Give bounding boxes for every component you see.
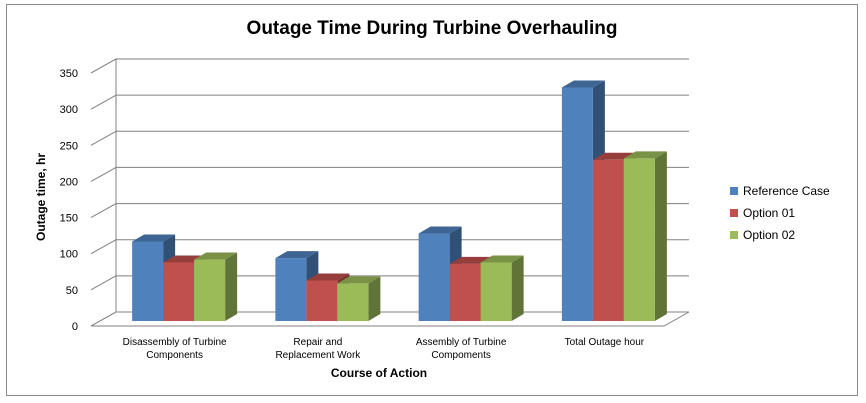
- bar-top: [194, 252, 238, 260]
- y-tick-label: 0: [72, 321, 78, 333]
- legend-label: Reference Case: [743, 184, 830, 198]
- bar-front: [592, 159, 624, 321]
- bar-top: [306, 273, 350, 281]
- y-tick-label: 250: [60, 140, 78, 152]
- bar-top: [418, 226, 462, 234]
- bar: [337, 276, 381, 321]
- bar-front: [337, 283, 369, 321]
- bar: [132, 234, 176, 321]
- y-tick-label: 200: [60, 176, 78, 188]
- legend-swatch: [730, 187, 738, 195]
- labels-layer: 0 50 100 150 200 250 300 350 Disassembly of Turb…: [60, 68, 645, 361]
- bar-top: [480, 255, 524, 263]
- bar-side: [654, 151, 667, 321]
- bar: [194, 252, 238, 321]
- floor-edge: [91, 311, 690, 327]
- gridline-diagonal: [90, 275, 117, 291]
- bar-front: [163, 262, 195, 321]
- legend-swatch: [730, 209, 738, 217]
- x-tick-label: Repair and: [293, 337, 342, 348]
- bar-side: [225, 252, 238, 321]
- y-tick-label: 350: [60, 68, 78, 80]
- bar-side: [511, 255, 524, 321]
- bar-top: [561, 80, 605, 88]
- bar-front: [418, 233, 450, 321]
- bar-top: [623, 151, 667, 159]
- chart-title: Outage Time During Turbine Overhauling: [247, 18, 618, 39]
- x-tick-label: Components: [146, 350, 203, 361]
- chart-frame: [6, 4, 858, 396]
- legend: Reference Case Option 01 Option 02: [730, 184, 830, 242]
- legend-label: Option 02: [743, 228, 795, 242]
- side-wall: [90, 58, 117, 327]
- gridline-diagonal: [90, 239, 117, 255]
- bar-front: [194, 259, 226, 321]
- bar-front: [306, 280, 338, 321]
- gridline-diagonal: [90, 311, 117, 327]
- x-tick-label: Disassembly of Turbine: [123, 337, 227, 348]
- legend-label: Option 01: [743, 206, 795, 220]
- legend-swatch: [730, 231, 738, 239]
- bar-top: [132, 234, 176, 242]
- x-tick-label: Total Outage hour: [565, 337, 645, 348]
- bar-front: [132, 241, 164, 321]
- y-axis-title: Outage time, hr: [34, 153, 48, 241]
- gridline-diagonal: [90, 130, 117, 146]
- bar-front: [449, 263, 481, 321]
- gridline-diagonal: [90, 203, 117, 219]
- bar-top: [275, 251, 319, 259]
- x-axis-title: Course of Action: [331, 366, 427, 380]
- bar-side: [368, 276, 381, 321]
- y-tick-label: 300: [60, 104, 78, 116]
- bars-layer: [132, 80, 667, 321]
- bar-front: [275, 258, 307, 321]
- bar: [480, 255, 524, 321]
- x-tick-label: Compoments: [431, 350, 490, 361]
- y-tick-label: 150: [60, 213, 78, 225]
- y-tick-label: 50: [66, 285, 78, 297]
- gridline-diagonal: [90, 94, 117, 110]
- x-tick-label: Replacement Work: [275, 350, 361, 361]
- gridline-diagonal: [90, 166, 117, 182]
- y-tick-label: 100: [60, 249, 78, 261]
- bar: [623, 151, 667, 321]
- x-tick-label: Assembly of Turbine: [416, 337, 507, 348]
- gridline-diagonal: [90, 58, 117, 74]
- bar-top: [337, 276, 381, 284]
- bar-front: [623, 158, 655, 321]
- bar-front: [561, 87, 593, 321]
- bar-front: [480, 262, 512, 321]
